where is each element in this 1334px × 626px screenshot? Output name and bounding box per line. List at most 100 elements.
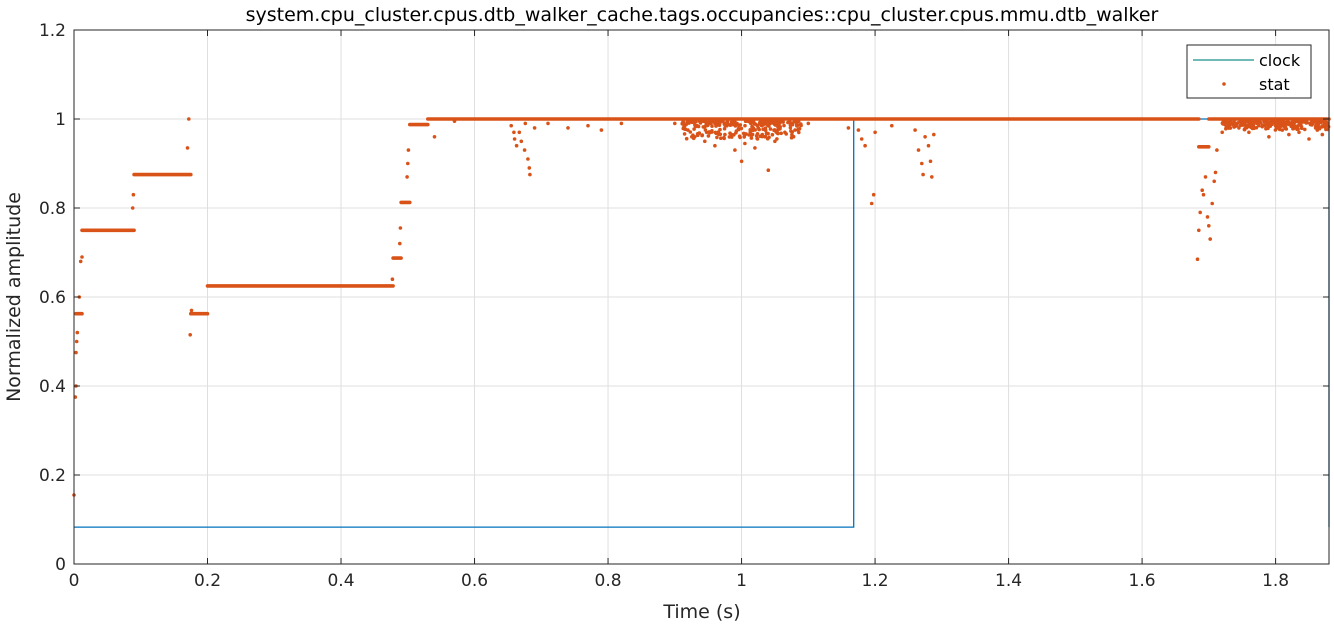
stat-point (738, 123, 743, 127)
stat-point (1275, 120, 1280, 125)
stat-point (1248, 120, 1252, 124)
stat-point (686, 128, 690, 132)
stat-point (722, 121, 727, 126)
stat-point (1203, 175, 1208, 179)
stat-point (776, 120, 780, 124)
stat-point (398, 241, 402, 246)
stat-point (1198, 210, 1202, 215)
stat-point (682, 132, 687, 136)
stat-point (1297, 123, 1302, 127)
stat-point (1260, 124, 1264, 129)
stat-point (546, 121, 550, 126)
stat-point (733, 122, 737, 127)
stat-point (1268, 124, 1273, 128)
stat-point (1212, 179, 1216, 184)
stat-point (859, 137, 864, 141)
stat-point (1291, 121, 1296, 126)
stat-point (1242, 127, 1247, 131)
stat-point (692, 127, 696, 131)
stat-point (131, 192, 136, 197)
stat-point (1283, 122, 1288, 126)
stat-point (527, 166, 532, 170)
stat-point (703, 128, 708, 132)
stat-point (734, 129, 739, 133)
stat-point (1269, 119, 1274, 124)
stat-point (532, 126, 537, 130)
stat-point (727, 135, 732, 139)
stat-point (1200, 188, 1204, 192)
stat-point (700, 133, 704, 138)
stat-point (696, 124, 701, 129)
stat-point (680, 122, 684, 126)
stat-point (797, 130, 801, 135)
stat-point (797, 126, 802, 131)
stat-point (763, 128, 768, 133)
stat-point (1232, 120, 1236, 125)
stat-point (863, 143, 867, 148)
stat-point (710, 130, 714, 134)
stat-point (514, 143, 519, 148)
stat-point (432, 135, 437, 139)
stat-point (523, 121, 528, 126)
stat-point (1308, 122, 1313, 127)
stat-point (750, 125, 755, 129)
stat-point (1235, 121, 1240, 125)
stat-point (130, 206, 135, 210)
stat-point (80, 255, 84, 259)
x-tick-label: 1.4 (995, 571, 1022, 591)
stat-point (688, 130, 693, 134)
stat-point (1197, 228, 1201, 233)
legend-stat-marker (1222, 82, 1226, 86)
stat-point (725, 119, 730, 124)
stat-point (1318, 125, 1322, 130)
stat-point (789, 135, 794, 140)
x-tick-label: 0.6 (461, 571, 488, 591)
stat-point (930, 175, 934, 179)
y-tick-label: 1.2 (39, 21, 66, 41)
stat-point (189, 308, 194, 313)
stat-point (1303, 127, 1307, 132)
stat-point (748, 128, 752, 132)
stat-point (788, 126, 793, 130)
stat-point (755, 123, 760, 128)
stat-point (528, 172, 532, 177)
stat-point (921, 172, 925, 177)
x-tick-label: 1.2 (862, 571, 889, 591)
stat-point (730, 122, 735, 127)
stat-point (761, 122, 765, 126)
legend-clock-label: clock (1259, 51, 1301, 70)
stat-point (1222, 119, 1226, 123)
stat-point (722, 126, 727, 131)
stat-point (718, 121, 722, 125)
y-tick-label: 0.8 (39, 199, 66, 219)
stat-point (715, 135, 719, 140)
stat-point (692, 120, 696, 125)
stat-point (699, 119, 704, 123)
stat-point (766, 168, 771, 172)
stat-point (746, 119, 750, 123)
stat-point (1207, 224, 1211, 228)
stat-point (1264, 126, 1268, 131)
stat-point (793, 128, 797, 132)
stat-point (519, 139, 524, 144)
stat-point (779, 131, 783, 136)
stat-point (1252, 119, 1257, 124)
legend: clock stat (1186, 44, 1312, 99)
stat-point (784, 132, 788, 136)
x-tick-label: 0 (69, 571, 80, 591)
stat-point (599, 128, 604, 132)
stat-point (795, 124, 799, 128)
stat-point (760, 134, 764, 139)
stat-point (1195, 257, 1200, 262)
x-tick-label: 0.8 (595, 571, 622, 591)
stat-point (1300, 120, 1305, 124)
stat-point (688, 119, 692, 124)
stat-point (871, 192, 876, 197)
legend-box (1186, 44, 1312, 99)
stat-point (712, 119, 717, 124)
stat-point (1215, 148, 1219, 152)
stat-point (733, 148, 737, 152)
stat-point (753, 146, 757, 150)
stat-series (72, 117, 1331, 497)
stat-point (770, 132, 775, 137)
